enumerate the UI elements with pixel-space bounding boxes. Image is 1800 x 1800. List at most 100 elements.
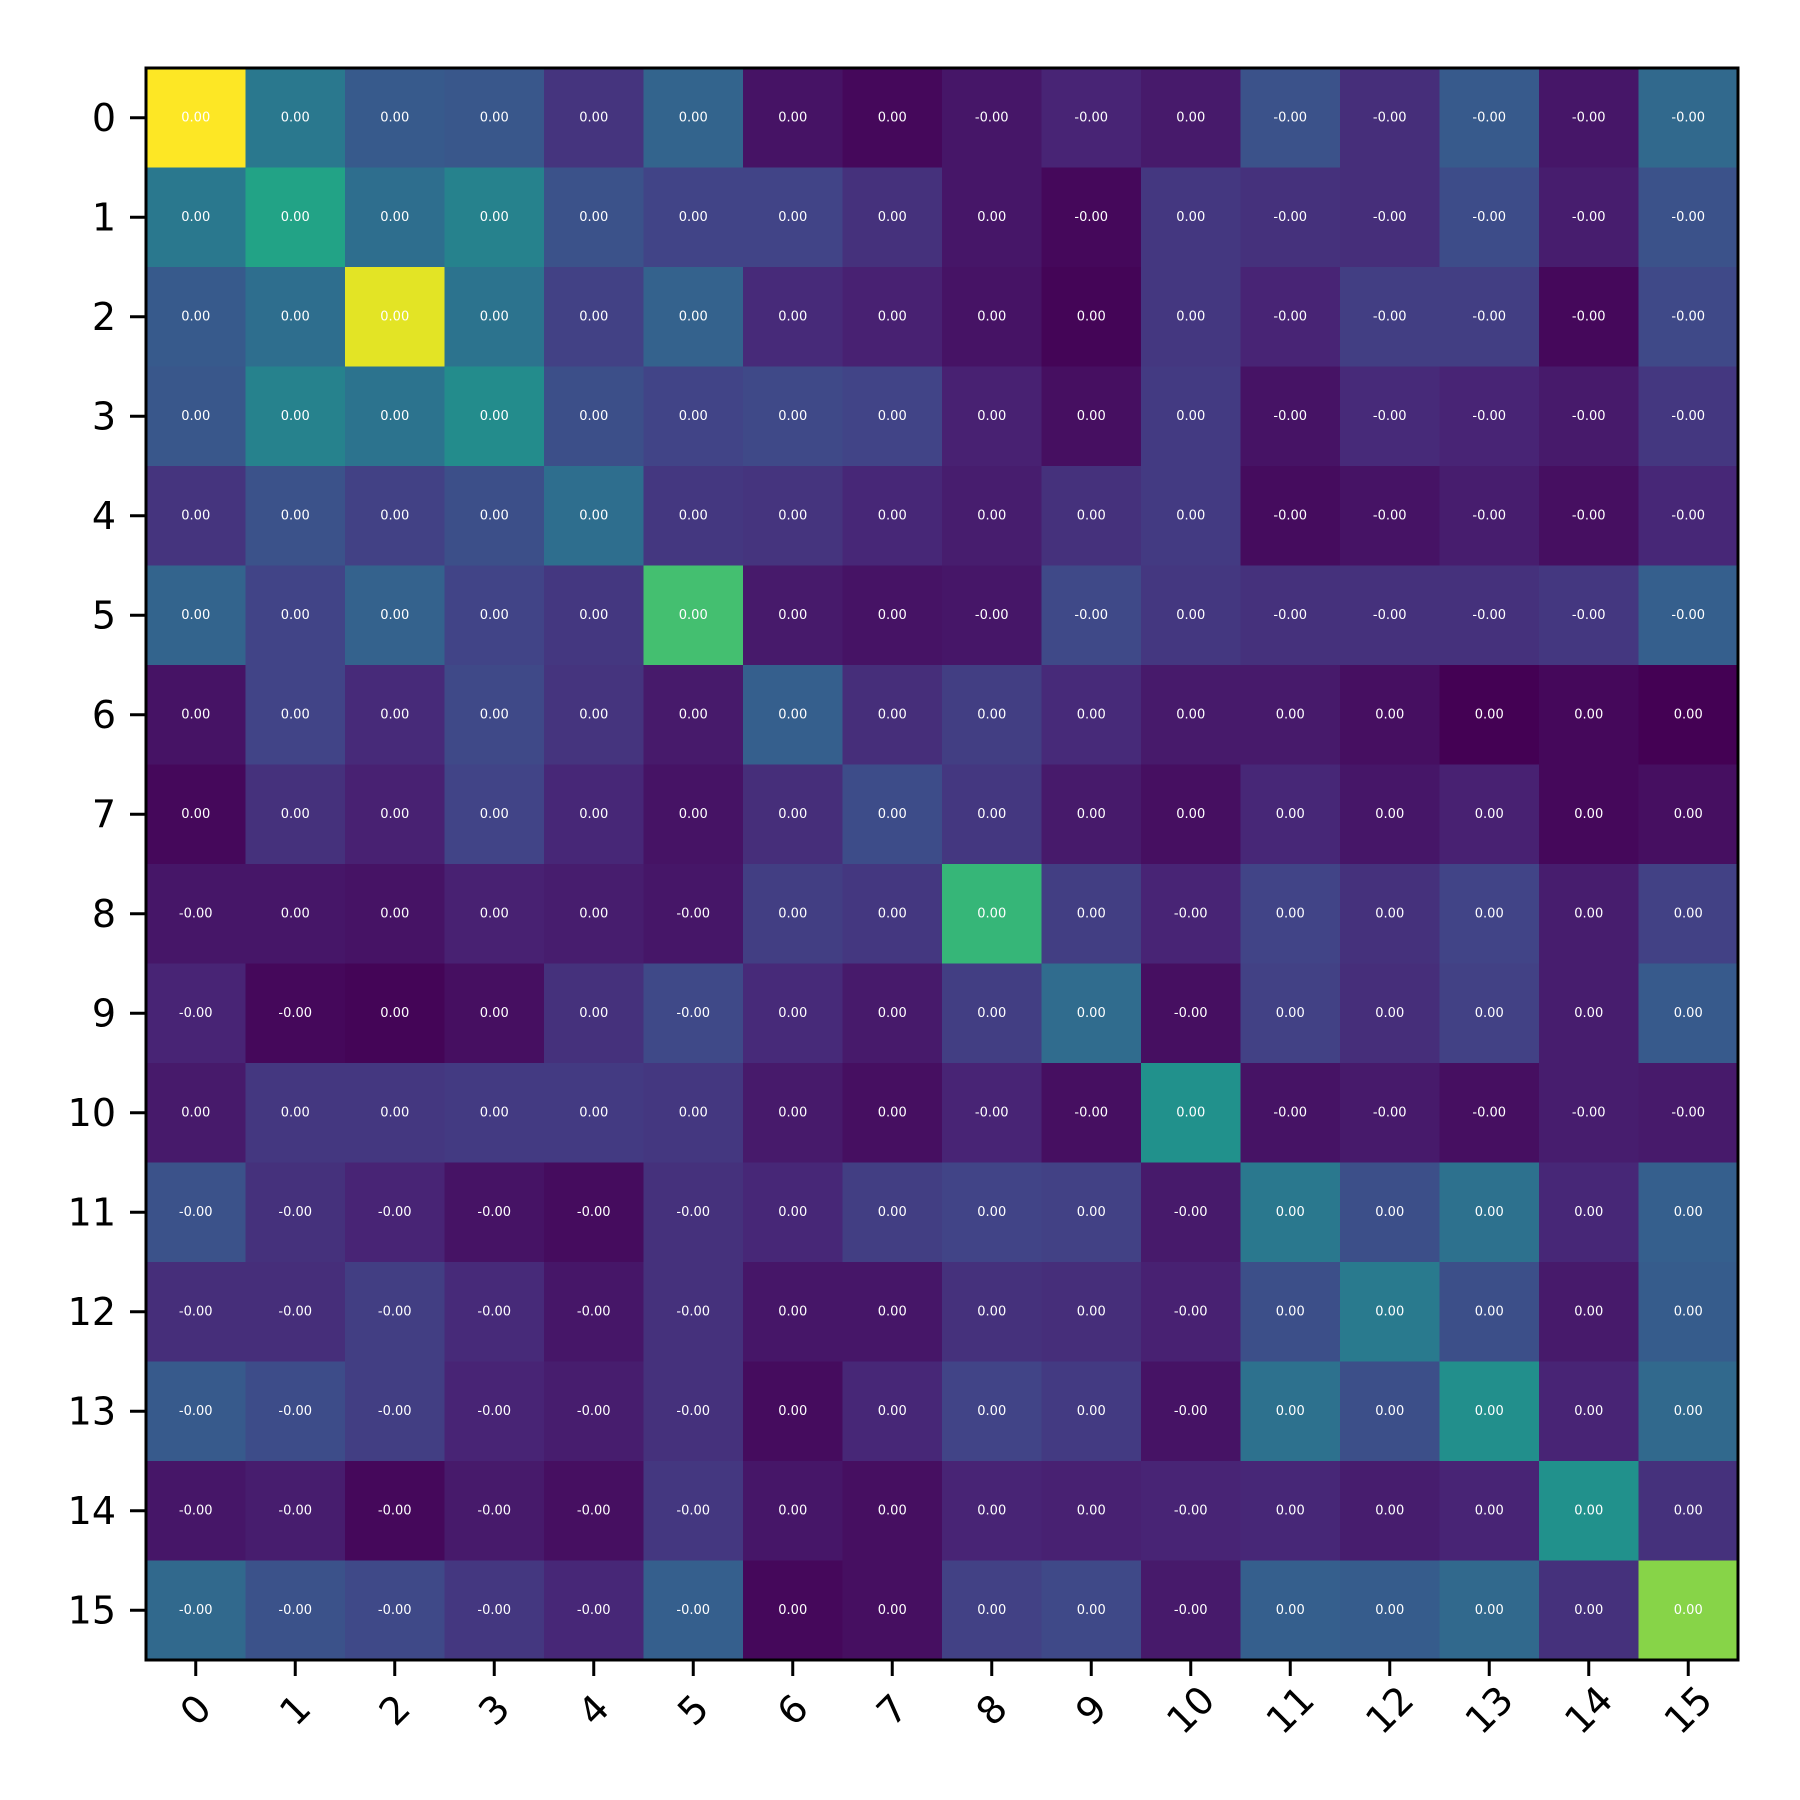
- heatmap-cell: [245, 167, 346, 268]
- heatmap-cell: [1141, 1262, 1241, 1362]
- cell-value-label: -0.00: [1373, 1105, 1407, 1120]
- x-tick-label: 14: [1556, 1677, 1621, 1742]
- cell-value-label: 0.00: [1077, 1503, 1106, 1518]
- cell-value-label: 0.00: [380, 508, 409, 523]
- heatmap-cell: [544, 1461, 644, 1561]
- cell-value-label: -0.00: [1373, 409, 1407, 424]
- cell-value-label: -0.00: [1273, 309, 1307, 324]
- heatmap-cell: [444, 366, 545, 467]
- cell-value-label: 0.00: [878, 1404, 907, 1419]
- x-tick-label: 0: [172, 1686, 220, 1734]
- cell-value-label: 0.00: [281, 508, 310, 523]
- cell-value-label: 0.00: [1276, 807, 1305, 822]
- cell-value-label: 0.00: [380, 210, 409, 225]
- heatmap-cell: [1638, 466, 1739, 566]
- cell-value-label: 0.00: [778, 1404, 807, 1419]
- heatmap-cell: [1041, 1063, 1142, 1163]
- cell-value-label: -0.00: [1273, 110, 1307, 125]
- cell-value-label: 0.00: [878, 1304, 907, 1319]
- heatmap-cell: [942, 267, 1042, 367]
- cell-value-label: 0.00: [281, 110, 310, 125]
- heatmap-cell: [345, 864, 445, 964]
- cell-value-label: 0.00: [1176, 707, 1205, 722]
- heatmap-cell: [245, 1461, 346, 1561]
- heatmap-cell: [1340, 665, 1440, 765]
- cell-value-label: 0.00: [778, 707, 807, 722]
- heatmap-cell: [1240, 1162, 1341, 1263]
- cell-value-label: -0.00: [278, 1304, 312, 1319]
- cell-value-label: 0.00: [281, 1105, 310, 1120]
- cell-value-label: -0.00: [577, 1404, 611, 1419]
- cell-value-label: 0.00: [181, 110, 210, 125]
- cell-value-label: -0.00: [1472, 210, 1506, 225]
- cell-value-label: 0.00: [380, 409, 409, 424]
- heatmap-cell: [1141, 267, 1241, 367]
- cell-value-label: 0.00: [1574, 1006, 1603, 1021]
- cell-value-label: 0.00: [1375, 1304, 1404, 1319]
- heatmap-cell: [1439, 366, 1540, 467]
- cell-value-label: -0.00: [975, 608, 1009, 623]
- heatmap-cell: [1439, 1461, 1540, 1561]
- heatmap-cell: [444, 1560, 545, 1661]
- heatmap-cell: [1439, 1361, 1540, 1462]
- heatmap-cell: [1638, 665, 1739, 765]
- cell-value-label: 0.00: [878, 1205, 907, 1220]
- cell-value-label: 0.00: [1674, 1006, 1703, 1021]
- cell-value-label: 0.00: [977, 906, 1006, 921]
- cell-value-label: -0.00: [477, 1304, 511, 1319]
- heatmap-cells: [146, 68, 1739, 1661]
- heatmap-cell: [1141, 466, 1241, 566]
- cell-value-label: 0.00: [579, 508, 608, 523]
- heatmap-cell: [942, 366, 1042, 467]
- cell-value-label: 0.00: [1475, 1205, 1504, 1220]
- cell-value-label: 0.00: [878, 309, 907, 324]
- cell-value-label: 0.00: [1375, 1006, 1404, 1021]
- cell-value-label: 0.00: [1276, 1205, 1305, 1220]
- heatmap-cell: [1539, 764, 1639, 865]
- heatmap-cell: [1141, 68, 1241, 168]
- cell-value-label: 0.00: [480, 309, 509, 324]
- heatmap-cell: [743, 366, 843, 467]
- cell-value-label: 0.00: [181, 210, 210, 225]
- heatmap-cell: [245, 565, 346, 666]
- heatmap-cell: [444, 1063, 545, 1163]
- cell-value-label: 0.00: [1375, 906, 1404, 921]
- cell-value-label: 0.00: [579, 1105, 608, 1120]
- heatmap-cell: [146, 1461, 246, 1561]
- cell-value-label: 0.00: [1077, 906, 1106, 921]
- heatmap-cell: [643, 68, 744, 168]
- cell-value-label: -0.00: [1174, 1404, 1208, 1419]
- heatmap-cell: [1439, 764, 1540, 865]
- cell-value-label: -0.00: [1174, 1006, 1208, 1021]
- heatmap-cell: [444, 267, 545, 367]
- heatmap-cell: [345, 764, 445, 865]
- heatmap-cell: [444, 963, 545, 1064]
- heatmap-cell: [544, 167, 644, 268]
- heatmap-cell: [245, 665, 346, 765]
- heatmap-cell: [1539, 1461, 1639, 1561]
- cell-value-label: 0.00: [778, 1503, 807, 1518]
- heatmap-cell: [842, 267, 943, 367]
- y-tick-label: 6: [92, 693, 116, 737]
- cell-value-label: -0.00: [477, 1603, 511, 1618]
- heatmap-cell: [643, 864, 744, 964]
- cell-value-label: 0.00: [380, 906, 409, 921]
- heatmap-cell: [146, 1162, 246, 1263]
- cell-value-label: 0.00: [281, 309, 310, 324]
- heatmap-cell: [345, 1560, 445, 1661]
- heatmap-cell: [544, 764, 644, 865]
- heatmap-cell: [245, 1063, 346, 1163]
- cell-value-label: -0.00: [1273, 210, 1307, 225]
- heatmap-cell: [1141, 565, 1241, 666]
- cell-value-label: -0.00: [1373, 210, 1407, 225]
- y-tick-label: 2: [92, 295, 116, 339]
- heatmap-cell: [942, 864, 1042, 964]
- cell-value-label: -0.00: [1174, 1603, 1208, 1618]
- heatmap-cell: [942, 1560, 1042, 1661]
- cell-value-label: 0.00: [1077, 807, 1106, 822]
- x-tick-label: 9: [1067, 1686, 1115, 1734]
- cell-value-label: 0.00: [1574, 1205, 1603, 1220]
- heatmap-cell: [245, 1361, 346, 1462]
- heatmap-cell: [643, 1162, 744, 1263]
- heatmap-cell: [842, 665, 943, 765]
